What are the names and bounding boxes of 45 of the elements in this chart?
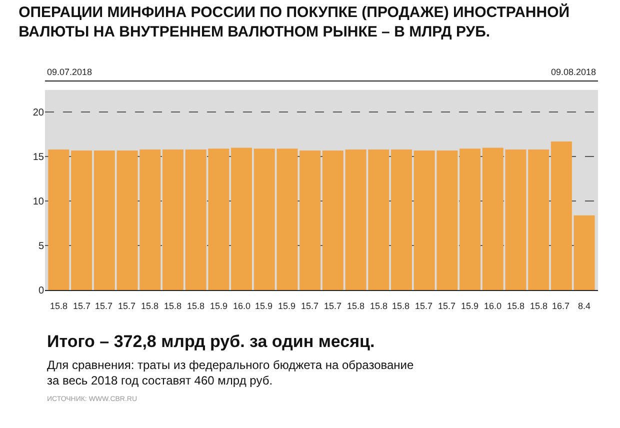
data-label: 15.9 [278, 301, 296, 311]
data-label: 15.7 [438, 301, 456, 311]
text: 09.07.2018 [47, 67, 92, 77]
data-label: 15.8 [530, 301, 548, 311]
data-label: 15.8 [507, 301, 525, 311]
bar [71, 150, 92, 290]
data-label: 8.4 [578, 301, 591, 311]
data-label: 15.9 [255, 301, 273, 311]
data-label: 16.7 [552, 301, 570, 311]
bar [231, 148, 252, 290]
data-label: 15.7 [415, 301, 433, 311]
data-label: 15.9 [461, 301, 479, 311]
data-label: 15.8 [347, 301, 365, 311]
data-label: 15.8 [164, 301, 182, 311]
data-label: 15.8 [141, 301, 159, 311]
text: Для сравнения: траты из федерального бюджета на образование за весь 2018 год составят 460 млрд руб. [47, 358, 414, 388]
data-label: 15.9 [210, 301, 228, 311]
text: 09.08.2018 [551, 67, 596, 77]
y-tick-label: 15 [32, 152, 44, 164]
text: Итого – 372,8 млрд руб. за один месяц. [47, 332, 375, 351]
bar [48, 150, 70, 290]
bar [162, 150, 184, 290]
bar [390, 150, 412, 290]
bar [300, 150, 321, 290]
bar [322, 150, 344, 290]
y-tick-label: 10 [32, 196, 44, 208]
data-label: 16.0 [233, 301, 251, 311]
bar [550, 142, 572, 290]
data-label: 15.8 [392, 301, 410, 311]
data-label: 16.0 [484, 301, 502, 311]
bar [460, 148, 481, 290]
bar [94, 150, 115, 290]
data-label: 15.7 [118, 301, 136, 311]
chart-title: ОПЕРАЦИИ МИНФИНА РОССИИ ПО ПОКУПКЕ (ПРОДАЖЕ) ИНОСТРАННОЙ ВАЛЮТЫ НА ВНУТРЕННЕМ ВАЛЮТНОМ РЫНКЕ – В МЛРД РУБ. [18, 3, 570, 41]
data-label: 15.7 [73, 301, 91, 311]
y-tick-label: 0 [38, 286, 44, 296]
data-label: 15.8 [370, 301, 388, 311]
data-label: 15.8 [187, 301, 205, 311]
data-label: 15.8 [50, 301, 68, 311]
data-label: 15.7 [324, 301, 342, 311]
y-tick-label: 20 [32, 108, 44, 119]
y-tick-label: 5 [38, 241, 44, 252]
bar [574, 215, 595, 290]
data-label: 15.7 [95, 301, 113, 311]
data-label: 15.7 [301, 301, 319, 311]
